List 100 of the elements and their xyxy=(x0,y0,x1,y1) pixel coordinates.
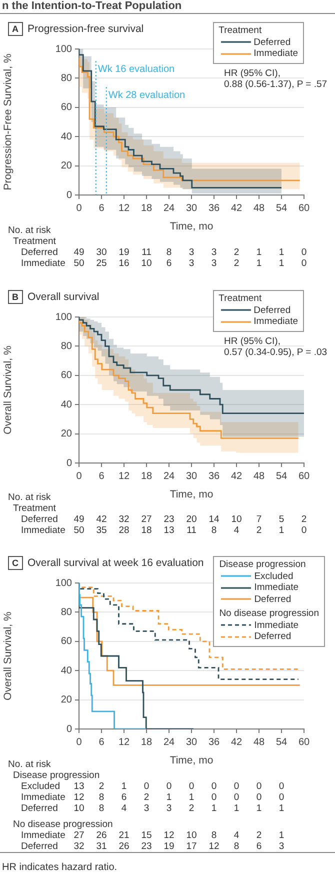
text: No disease progression xyxy=(13,819,113,830)
text: Deferred xyxy=(21,841,58,852)
text: 13 2 1 0 0 0 0 0 0 0 xyxy=(74,781,284,792)
text: No. at risk xyxy=(8,759,51,770)
text: Treatment xyxy=(13,503,56,514)
x-tick-label: 60 xyxy=(298,202,310,214)
text: Immediate xyxy=(21,830,66,841)
y-axis-title: Overall Survival, % xyxy=(2,346,14,434)
text: B xyxy=(8,290,22,304)
y-tick-label: 0 xyxy=(66,724,72,735)
y-tick-label: 40 xyxy=(60,665,72,676)
y-tick-label: 60 xyxy=(60,636,72,648)
annotation: No disease progression xyxy=(219,608,319,620)
x-tick-label: 18 xyxy=(140,202,152,214)
x-tick-label: 48 xyxy=(253,736,265,748)
legend-title: Disease progression xyxy=(219,559,307,570)
text: HR indicates hazard ratio. xyxy=(2,862,118,873)
y-tick-label: 20 xyxy=(60,428,72,440)
text: Immediate xyxy=(21,258,66,269)
text: 50 25 16 10 6 3 3 2 1 1 0 xyxy=(74,258,307,269)
x-tick-label: 36 xyxy=(208,202,220,214)
chart-title: Progression-free survival xyxy=(28,23,144,35)
x-axis-title: Time, mo xyxy=(170,488,214,501)
y-tick-label: 60 xyxy=(60,370,72,382)
text: Immediate xyxy=(21,792,66,803)
y-tick-label: 80 xyxy=(60,606,72,618)
x-tick-label: 36 xyxy=(208,736,220,748)
x-tick-label: 0 xyxy=(76,202,82,214)
y-tick-label: 100 xyxy=(55,578,72,589)
y-tick-label: 0 xyxy=(66,190,72,201)
text: 32 31 26 23 19 17 12 8 6 3 xyxy=(74,841,284,852)
x-tick-label: 0 xyxy=(76,470,82,482)
x-tick-label: 6 xyxy=(98,470,105,482)
x-tick-label: 48 xyxy=(253,470,265,482)
text: 49 42 32 27 23 20 14 10 7 5 2 xyxy=(74,514,307,525)
x-tick-label: 6 xyxy=(98,202,105,214)
text: 50 35 28 18 13 11 8 4 2 1 0 xyxy=(74,525,307,536)
legend-label: Deferred xyxy=(254,304,291,316)
x-tick-label: 24 xyxy=(163,736,175,748)
x-tick-label: 30 xyxy=(186,202,198,214)
chart-title: Overall survival xyxy=(28,291,100,303)
text: Deferred xyxy=(21,247,58,258)
y-axis-title: Progression-Free Survival, % xyxy=(2,54,14,190)
legend-label: Excluded xyxy=(254,570,294,582)
legend-title: Treatment xyxy=(218,293,263,304)
text: Immediate xyxy=(21,525,66,536)
text: 12 8 6 2 1 1 0 0 0 0 xyxy=(74,792,284,803)
y-tick-label: 80 xyxy=(60,72,72,84)
text: 49 30 19 11 8 3 3 2 1 1 0 xyxy=(74,247,307,258)
x-tick-label: 24 xyxy=(163,470,175,482)
text: No. at risk xyxy=(8,492,51,503)
x-tick-label: 0 xyxy=(76,736,82,748)
text: No. at risk xyxy=(8,225,51,236)
x-tick-label: 42 xyxy=(230,470,242,482)
y-tick-label: 60 xyxy=(60,102,72,114)
text: A xyxy=(8,22,22,36)
text: Deferred xyxy=(21,514,58,525)
ref-line-label: Wk 16 evaluation xyxy=(98,64,175,75)
y-tick-label: 40 xyxy=(60,131,72,142)
x-tick-label: 6 xyxy=(98,736,105,748)
x-tick-label: 18 xyxy=(140,470,152,482)
text: Disease progression xyxy=(13,770,100,781)
text: Deferred xyxy=(21,803,58,814)
x-tick-label: 42 xyxy=(230,202,242,214)
y-tick-label: 20 xyxy=(60,694,72,706)
annotation: HR (95% CI), 0.88 (0.56-1.37), P = .57 xyxy=(224,68,328,90)
x-tick-label: 36 xyxy=(208,470,220,482)
x-tick-label: 30 xyxy=(186,470,198,482)
x-tick-label: 48 xyxy=(253,202,265,214)
x-tick-label: 54 xyxy=(276,202,288,214)
legend-label: Immediate xyxy=(254,316,298,328)
chart-title: Overall survival at week 16 evaluation xyxy=(28,557,204,569)
x-tick-label: 60 xyxy=(298,470,310,482)
x-tick-label: 54 xyxy=(276,470,288,482)
text: n the Intention-to-Treat Population xyxy=(2,0,182,12)
x-tick-label: 42 xyxy=(230,736,242,748)
text: C xyxy=(8,556,22,570)
y-tick-label: 0 xyxy=(66,458,72,469)
x-tick-label: 12 xyxy=(118,736,130,748)
legend-label: Deferred xyxy=(254,594,292,605)
y-tick-label: 100 xyxy=(55,312,72,323)
x-tick-label: 24 xyxy=(163,202,175,214)
text: Excluded xyxy=(21,781,60,792)
x-axis-title: Time, mo xyxy=(170,220,214,233)
x-axis-title: Time, mo xyxy=(170,754,214,767)
y-tick-label: 40 xyxy=(60,399,72,410)
text: 10 8 4 3 3 2 1 1 1 1 xyxy=(74,803,284,814)
x-tick-label: 54 xyxy=(276,736,288,748)
ref-line-label: Wk 28 evaluation xyxy=(108,90,186,101)
x-tick-label: 30 xyxy=(186,736,198,748)
annotation: HR (95% CI), 0.57 (0.34-0.95), P = .03 xyxy=(224,336,328,358)
text: 27 26 21 15 12 10 8 4 2 1 xyxy=(74,830,284,841)
legend-label: Immediate xyxy=(254,582,299,594)
x-tick-label: 12 xyxy=(118,470,130,482)
y-tick-label: 20 xyxy=(60,160,72,172)
legend-label: Deferred xyxy=(254,36,291,48)
x-tick-label: 12 xyxy=(118,202,130,214)
legend-label: Deferred xyxy=(254,631,292,642)
text: Treatment xyxy=(13,236,56,247)
y-tick-label: 80 xyxy=(60,340,72,352)
